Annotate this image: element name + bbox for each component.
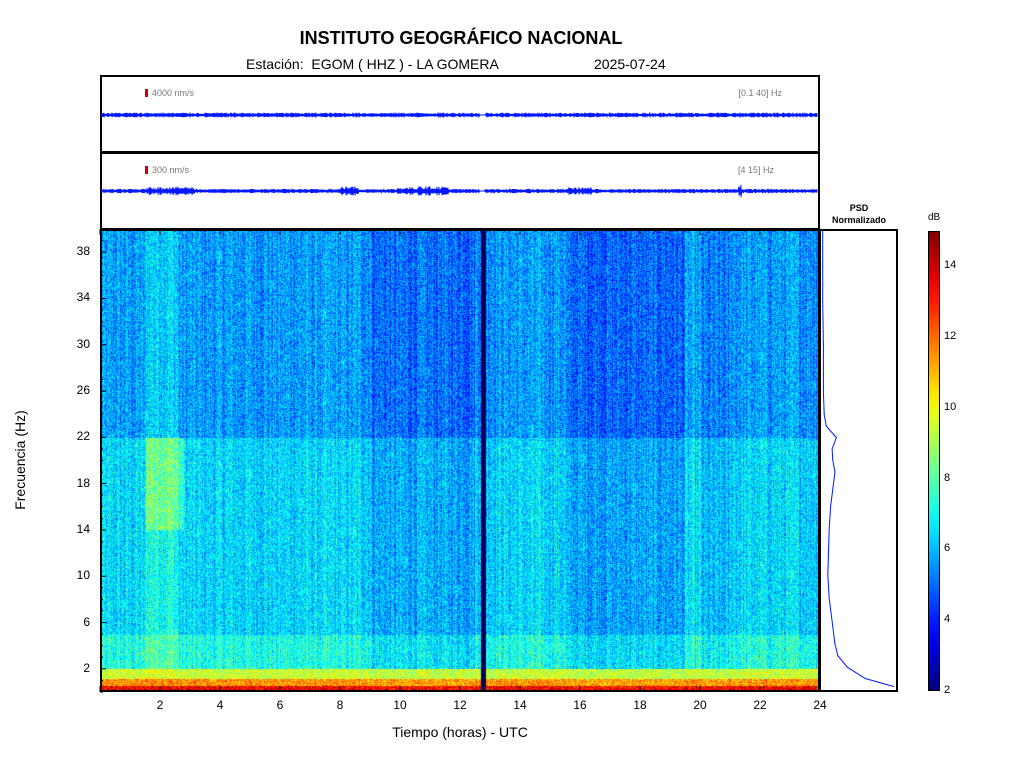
y-axis-label: Frecuencia (Hz): [12, 410, 28, 510]
spectrogram-plot: [99, 228, 821, 693]
psd-title-line2: Normalizado: [831, 215, 886, 225]
y-tick-label: 18: [76, 475, 90, 490]
colorbar-tick-label: 12: [944, 330, 957, 343]
y-tick-label: 2: [83, 660, 90, 675]
filter-label: [0.1 40] Hz: [738, 88, 782, 98]
x-tick-label: 8: [336, 698, 344, 712]
filter-label: [4 15] Hz: [737, 165, 774, 175]
colorbar-tick-label: 6: [944, 542, 951, 555]
seismogram-trace-filtered: [101, 184, 818, 198]
x-tick-label: 12: [453, 698, 467, 712]
psd-title: PSD Normalizado: [820, 202, 898, 226]
seismogram-panel-broadband: 4000 nm/s [0.1 40] Hz: [100, 75, 820, 153]
psd-curve: [822, 231, 895, 688]
spectrogram-frame: [99, 228, 821, 693]
x-tick-label: 14: [513, 698, 527, 712]
seismogram-trace-broadband: [101, 112, 818, 119]
y-tick-label: 14: [76, 521, 90, 536]
amplitude-label: 300 nm/s: [152, 165, 190, 175]
y-tick-label: 22: [76, 429, 90, 444]
colorbar-tick-label: 8: [944, 471, 951, 484]
y-tick-label: 30: [76, 336, 90, 351]
seismogram-panel-filtered: 300 nm/s [4 15] Hz: [100, 152, 820, 230]
amplitude-scale-bar: [145, 166, 148, 174]
x-tick-label: 10: [393, 698, 407, 712]
x-tick-label: 16: [573, 698, 587, 712]
colorbar: [928, 231, 940, 691]
colorbar-tick-label: 2: [944, 684, 951, 696]
chart-title: INSTITUTO GEOGRÁFICO NACIONAL: [299, 28, 623, 48]
x-axis-label: Tiempo (horas) - UTC: [392, 724, 528, 740]
psd-title-line1: PSD: [849, 203, 869, 213]
colorbar-unit: dB: [928, 212, 941, 223]
colorbar-tick-label: 14: [944, 259, 957, 272]
x-tick-label: 24: [813, 698, 827, 712]
amplitude-scale-bar: [145, 89, 148, 97]
x-tick-label: 22: [753, 698, 767, 712]
x-tick-label: 18: [633, 698, 647, 712]
y-tick-label: 38: [76, 244, 90, 259]
y-tick-label: 26: [76, 383, 90, 398]
date-label: 2025-07-24: [594, 56, 666, 72]
x-tick-label: 2: [156, 698, 164, 712]
y-tick-label: 6: [83, 614, 90, 629]
colorbar-tick-label: 4: [944, 613, 951, 626]
x-tick-label: 6: [276, 698, 284, 712]
y-tick-label: 34: [76, 290, 90, 305]
colorbar-tick-label: 10: [944, 400, 957, 413]
psd-panel: [819, 229, 898, 692]
amplitude-label: 4000 nm/s: [152, 88, 195, 98]
trace-line: [101, 112, 818, 119]
x-tick-label: 4: [216, 698, 224, 712]
y-tick-label: 10: [76, 568, 90, 583]
x-tick-label: 20: [693, 698, 707, 712]
trace-line: [101, 184, 818, 198]
spectrogram-image: [100, 229, 820, 692]
station-label: Estación: EGOM ( HHZ ) - LA GOMERA: [246, 56, 499, 72]
